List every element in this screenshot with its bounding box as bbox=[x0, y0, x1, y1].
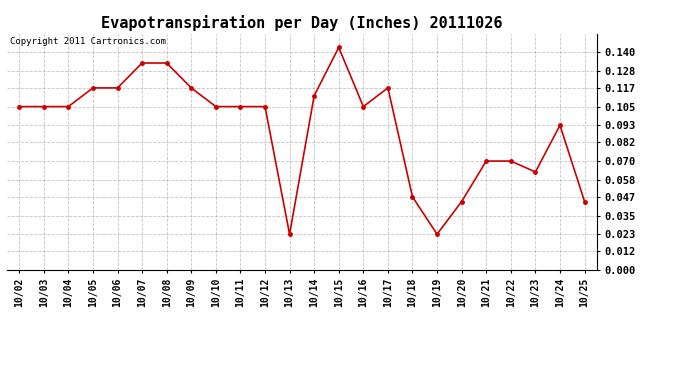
Text: Copyright 2011 Cartronics.com: Copyright 2011 Cartronics.com bbox=[10, 37, 166, 46]
Title: Evapotranspiration per Day (Inches) 20111026: Evapotranspiration per Day (Inches) 2011… bbox=[101, 15, 502, 31]
